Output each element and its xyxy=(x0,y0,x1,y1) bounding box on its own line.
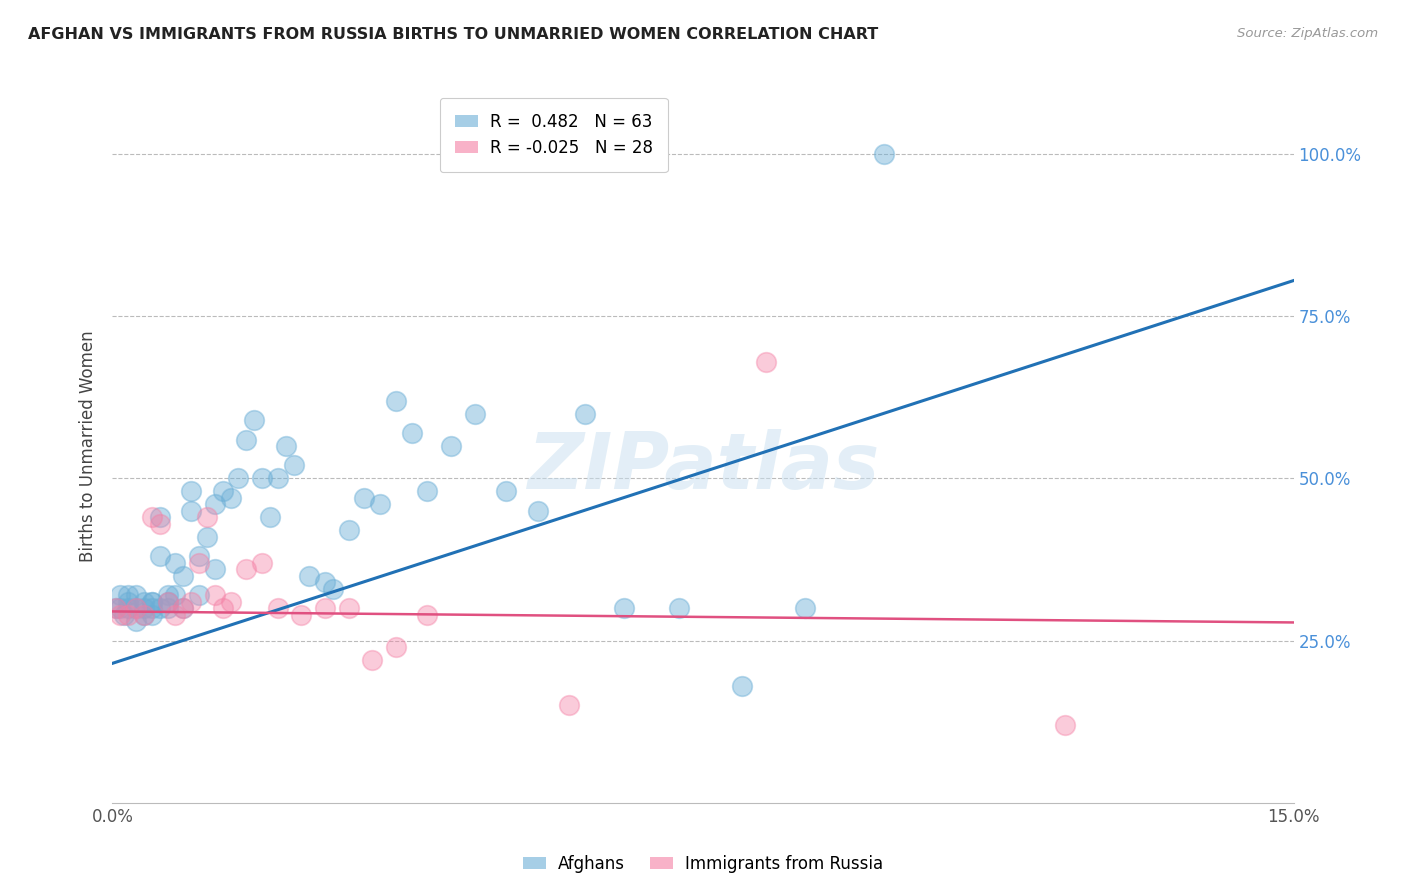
Point xyxy=(337,601,360,615)
Point xyxy=(180,504,202,518)
Point xyxy=(416,484,439,499)
Point xyxy=(105,601,128,615)
Point xyxy=(401,425,423,440)
Point xyxy=(250,556,273,570)
Point xyxy=(204,562,226,576)
Point xyxy=(873,147,896,161)
Point xyxy=(228,471,250,485)
Point xyxy=(574,407,596,421)
Point xyxy=(195,530,218,544)
Point xyxy=(141,595,163,609)
Point xyxy=(156,595,179,609)
Point xyxy=(211,601,233,615)
Point xyxy=(125,601,148,615)
Point xyxy=(188,556,211,570)
Point xyxy=(314,601,336,615)
Point xyxy=(117,607,139,622)
Point xyxy=(180,484,202,499)
Point xyxy=(141,595,163,609)
Point xyxy=(156,588,179,602)
Point xyxy=(156,601,179,615)
Point xyxy=(110,588,132,602)
Point xyxy=(440,439,463,453)
Point xyxy=(172,601,194,615)
Point xyxy=(141,510,163,524)
Legend: Afghans, Immigrants from Russia: Afghans, Immigrants from Russia xyxy=(516,848,890,880)
Point xyxy=(361,653,384,667)
Point xyxy=(526,504,548,518)
Point xyxy=(668,601,690,615)
Point xyxy=(274,439,297,453)
Point xyxy=(149,516,172,531)
Point xyxy=(110,607,132,622)
Point xyxy=(125,614,148,628)
Point xyxy=(755,354,778,368)
Point xyxy=(172,601,194,615)
Point xyxy=(132,595,155,609)
Point xyxy=(337,524,360,538)
Point xyxy=(149,510,172,524)
Point xyxy=(125,601,148,615)
Point xyxy=(180,595,202,609)
Point xyxy=(298,568,321,582)
Point xyxy=(211,484,233,499)
Point xyxy=(794,601,817,615)
Point xyxy=(132,601,155,615)
Point xyxy=(117,601,139,615)
Point xyxy=(195,510,218,524)
Point xyxy=(464,407,486,421)
Point xyxy=(156,595,179,609)
Point xyxy=(149,549,172,564)
Y-axis label: Births to Unmarried Women: Births to Unmarried Women xyxy=(79,330,97,562)
Point xyxy=(219,595,242,609)
Point xyxy=(149,601,172,615)
Point xyxy=(188,549,211,564)
Point xyxy=(235,562,257,576)
Point xyxy=(112,607,135,622)
Text: ZIPatlas: ZIPatlas xyxy=(527,429,879,506)
Point xyxy=(117,595,139,609)
Point xyxy=(141,601,163,615)
Point xyxy=(165,556,187,570)
Point xyxy=(172,568,194,582)
Point xyxy=(132,607,155,622)
Point xyxy=(385,393,408,408)
Point xyxy=(495,484,517,499)
Point xyxy=(1054,718,1077,732)
Point xyxy=(132,607,155,622)
Point xyxy=(267,601,290,615)
Point xyxy=(141,607,163,622)
Point xyxy=(558,698,581,713)
Text: Source: ZipAtlas.com: Source: ZipAtlas.com xyxy=(1237,27,1378,40)
Point xyxy=(165,607,187,622)
Point xyxy=(188,588,211,602)
Legend: R =  0.482   N = 63, R = -0.025   N = 28: R = 0.482 N = 63, R = -0.025 N = 28 xyxy=(440,97,668,172)
Point xyxy=(416,607,439,622)
Point xyxy=(368,497,391,511)
Point xyxy=(125,588,148,602)
Point xyxy=(314,575,336,590)
Text: AFGHAN VS IMMIGRANTS FROM RUSSIA BIRTHS TO UNMARRIED WOMEN CORRELATION CHART: AFGHAN VS IMMIGRANTS FROM RUSSIA BIRTHS … xyxy=(28,27,879,42)
Point xyxy=(250,471,273,485)
Point xyxy=(165,588,187,602)
Point xyxy=(219,491,242,505)
Point xyxy=(353,491,375,505)
Point xyxy=(235,433,257,447)
Point xyxy=(204,497,226,511)
Point xyxy=(283,458,305,473)
Point xyxy=(267,471,290,485)
Point xyxy=(731,679,754,693)
Point xyxy=(322,582,344,596)
Point xyxy=(204,588,226,602)
Point xyxy=(110,601,132,615)
Point xyxy=(259,510,281,524)
Point xyxy=(243,413,266,427)
Point xyxy=(117,588,139,602)
Point xyxy=(290,607,312,622)
Point xyxy=(385,640,408,654)
Point xyxy=(105,601,128,615)
Point xyxy=(613,601,636,615)
